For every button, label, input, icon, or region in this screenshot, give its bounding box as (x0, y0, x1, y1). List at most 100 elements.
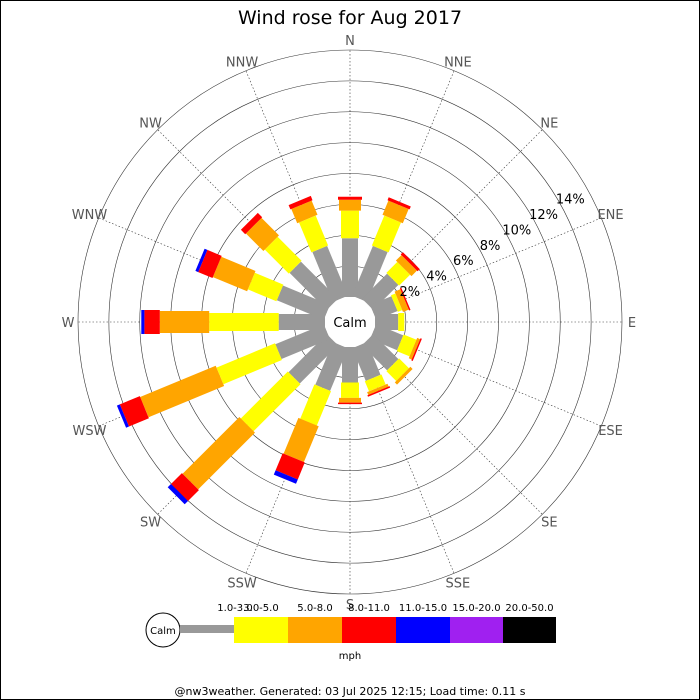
grid-circle (139, 111, 561, 533)
wind-bar-segment (312, 245, 348, 302)
wind-bar-segment (391, 293, 403, 312)
wind-bar-segment (245, 217, 279, 251)
legend-label: 8.0-11.0 (348, 603, 390, 614)
wind-bar-segment (371, 215, 401, 253)
wind-bar-segment (370, 296, 398, 320)
grid-spoke (359, 344, 455, 574)
legend-label: 1.0-3.0 (217, 603, 252, 614)
wind-bar-segment (338, 196, 362, 200)
wind-bar-segment (198, 249, 222, 278)
radial-tick-label: 4% (426, 270, 447, 285)
direction-label: E (628, 316, 636, 331)
wind-bar-segment (289, 261, 338, 310)
wind-bar-segment (395, 255, 417, 277)
chart-title: Wind rose for Aug 2017 (238, 7, 462, 29)
direction-label: W (62, 316, 75, 331)
direction-label: WNW (72, 208, 108, 223)
wind-bar-segment (209, 313, 279, 331)
grid-spoke (367, 339, 543, 515)
legend-swatch (450, 617, 503, 643)
legend-swatch (342, 617, 396, 643)
radial-tick-labels: 2% 4% 6% 8%10%12%14% (400, 192, 585, 300)
radial-tick-label: 6% (453, 254, 474, 269)
wind-bar-segment (119, 396, 149, 427)
grid-circle (77, 49, 623, 595)
wind-bar-segment (273, 470, 298, 484)
wind-bar-segment (375, 314, 399, 330)
legend-label: 11.0-15.0 (399, 603, 447, 614)
wind-bar-segment (386, 358, 409, 381)
wind-bar-segment (144, 310, 160, 334)
wind-bar-segment (140, 365, 225, 418)
legend-calm-label: Calm (150, 626, 176, 637)
wind-bar-segment (291, 200, 318, 224)
radial-tick-label: 10% (502, 223, 531, 238)
wind-bar-segment (341, 210, 359, 239)
grid-spoke (372, 331, 602, 427)
wind-bar-segment (362, 273, 399, 310)
wind-bar-segment (394, 289, 409, 312)
wind-bar-segment (352, 245, 388, 302)
wind-bar-segment (362, 334, 399, 371)
wind-bar-segment (400, 252, 420, 272)
legend-swatch (234, 617, 288, 643)
direction-label: NNE (444, 55, 472, 70)
wind-bar-segment (339, 199, 361, 211)
wind-bar-segment (288, 334, 338, 384)
wind-bar-segment (411, 338, 422, 361)
wind-bar-segment (275, 453, 305, 480)
wind-bar-segment (159, 311, 210, 333)
wind-bar-segment (398, 313, 405, 331)
wind-bar-segment (278, 314, 325, 330)
wind-bar-segment (275, 324, 330, 359)
calm-label: Calm (333, 316, 366, 331)
wind-bar-segment (367, 386, 391, 397)
grid-spoke (367, 129, 543, 305)
wind-bar-segment (240, 212, 263, 235)
direction-label: SW (140, 515, 161, 530)
direction-label: N (345, 34, 355, 49)
wind-bar-segment (394, 366, 413, 385)
wind-bars (116, 195, 422, 505)
grid-spoke (157, 129, 333, 305)
wind-bar-segment (288, 195, 313, 210)
wind-bar-segment (299, 215, 329, 253)
legend-swatch (396, 617, 450, 643)
wind-bar-segment (240, 371, 301, 432)
wind-bar-segment (264, 236, 302, 274)
wind-bar-segment (339, 397, 361, 403)
legend-label: 5.0-8.0 (297, 603, 332, 614)
legend-unit: mph (339, 651, 361, 662)
radial-tick-label: 14% (556, 192, 585, 207)
wind-bar-segment (342, 347, 358, 383)
wind-bar-segment (396, 334, 417, 357)
wind-bar-segment (387, 197, 411, 210)
direction-labels: N NNE NE ENE E ESE SE SSE S SSW SW WSW W WNW NW NNW (62, 34, 637, 613)
grid-spoke (359, 70, 455, 300)
wind-bar-segment (195, 248, 208, 273)
wind-bar-segment (247, 272, 284, 302)
direction-label: NNW (226, 55, 258, 70)
wind-bar-segment (342, 238, 358, 297)
direction-label: ESE (598, 424, 623, 439)
direction-label: NW (139, 117, 162, 132)
direction-label: ENE (597, 208, 623, 223)
wind-bar-segment (276, 285, 330, 320)
legend-swatch (180, 625, 234, 633)
grid-spoke (245, 70, 341, 300)
legend-swatch (503, 617, 556, 643)
wind-bar-segment (370, 324, 404, 351)
direction-label: SSE (446, 577, 471, 592)
wind-bar-segment (399, 287, 411, 311)
wind-bar-segment (382, 200, 409, 224)
speed-legend: Calm mph 1.0-3.03.0-5.0 5.0-8.0 8.0-11.0 11… (145, 603, 556, 662)
direction-label: WSW (72, 424, 106, 439)
wind-bar-segment (216, 343, 282, 385)
wind-bar-segment (141, 310, 145, 334)
legend-label: 3.0-5.0 (243, 603, 278, 614)
calm-center: Calm (325, 297, 375, 347)
wind-bar-segment (116, 404, 129, 428)
footer-text: @nw3weather. Generated: 03 Jul 2025 12:1… (175, 685, 526, 698)
direction-label: SE (541, 515, 557, 530)
